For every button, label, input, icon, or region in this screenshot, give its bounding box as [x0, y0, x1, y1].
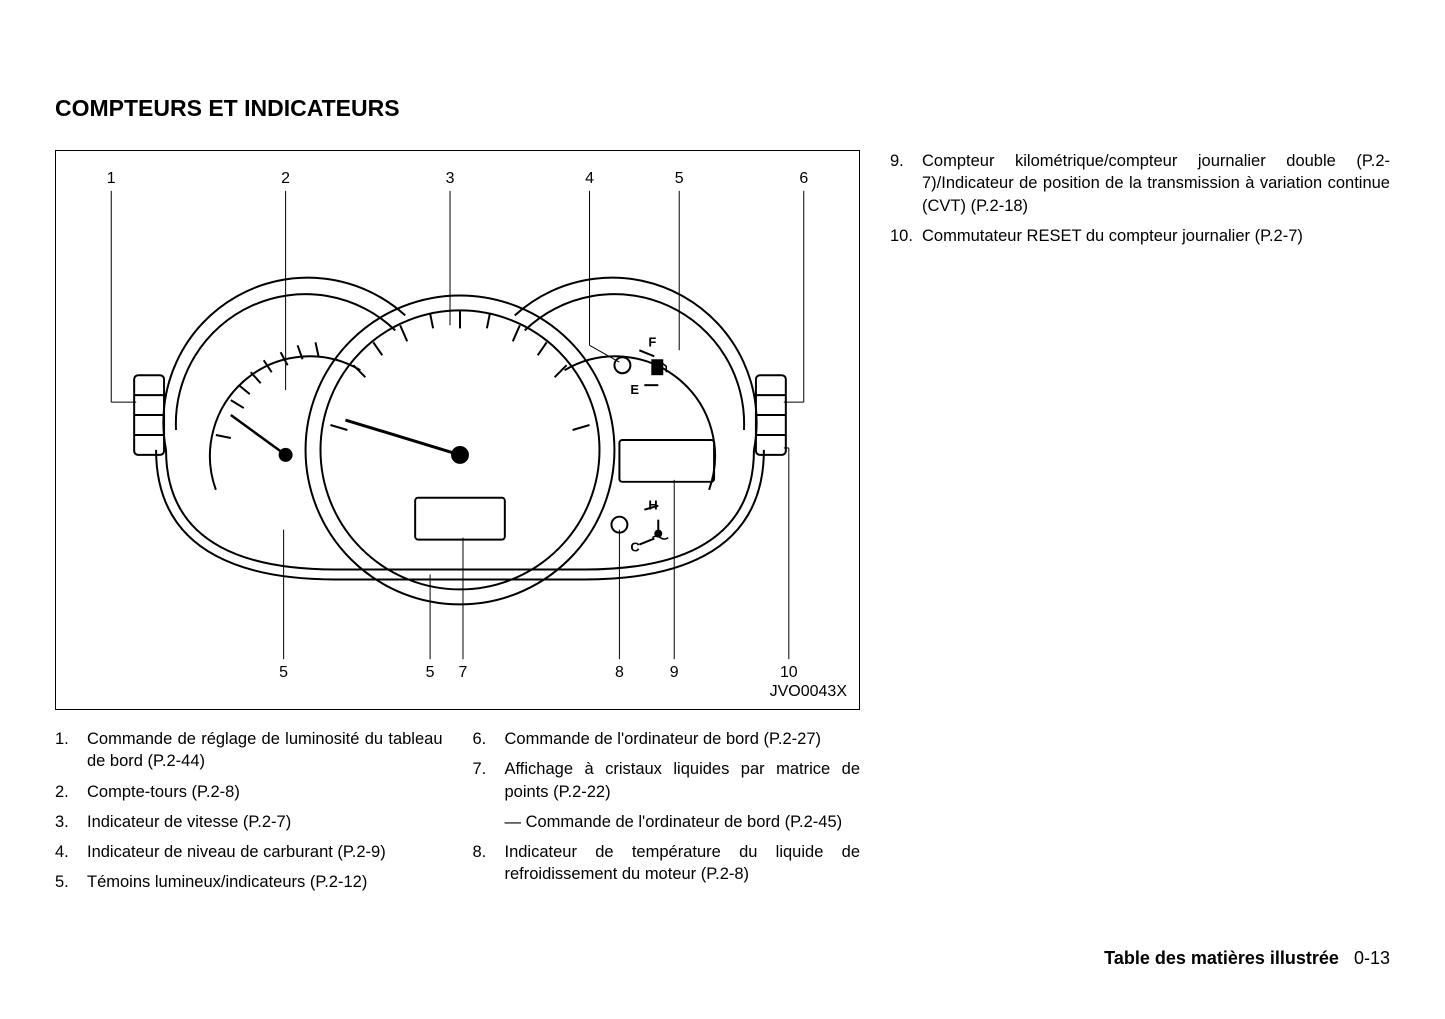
legend-text: Commande de réglage de luminosité du tab…: [87, 728, 443, 773]
legend-num: 9.: [890, 150, 922, 217]
callout-b6: 10: [780, 664, 798, 681]
legend-num: 6.: [473, 728, 505, 750]
diagram-id: JVO0043X: [770, 683, 847, 701]
callout-1: 1: [107, 170, 116, 187]
fuel-e: E: [630, 382, 639, 397]
legend-col-mid: 6.Commande de l'ordinateur de bord (P.2-…: [473, 728, 861, 902]
callout-b3: 7: [459, 664, 468, 681]
legend-item: 8.Indicateur de température du liquide d…: [473, 841, 861, 886]
callout-5: 5: [675, 170, 684, 187]
legend-num: 10.: [890, 225, 922, 247]
footer-section: Table des matières illustrée: [1104, 948, 1339, 968]
legend-text: Commutateur RESET du compteur journalier…: [922, 225, 1390, 247]
callout-2: 2: [281, 170, 290, 187]
callout-3: 3: [446, 170, 455, 187]
legend-num: [473, 811, 505, 833]
legend-text: Témoins lumineux/indicateurs (P.2-12): [87, 871, 443, 893]
legend-item: 6.Commande de l'ordinateur de bord (P.2-…: [473, 728, 861, 750]
footer-page: 0-13: [1354, 948, 1390, 968]
legend-item: — Commande de l'ordinateur de bord (P.2-…: [473, 811, 861, 833]
legend-item: 4.Indicateur de niveau de carburant (P.2…: [55, 841, 443, 863]
page-title: COMPTEURS ET INDICATEURS: [55, 95, 1390, 122]
legend-text: Commande de l'ordinateur de bord (P.2-27…: [505, 728, 861, 750]
legend-text: Indicateur de niveau de carburant (P.2-9…: [87, 841, 443, 863]
legend-text: Compteur kilométrique/compteur journalie…: [922, 150, 1390, 217]
left-column: 1 2 3 4 5 6 5 5 7 8 9 10 F: [55, 150, 860, 902]
legend-item: 5.Témoins lumineux/indicateurs (P.2-12): [55, 871, 443, 893]
callout-b2: 5: [426, 664, 435, 681]
fuel-f: F: [648, 334, 656, 349]
legend-text: Compte-tours (P.2-8): [87, 781, 443, 803]
legend-text: — Commande de l'ordinateur de bord (P.2-…: [505, 811, 861, 833]
legend-num: 5.: [55, 871, 87, 893]
right-column: 9.Compteur kilométrique/compteur journal…: [890, 150, 1390, 902]
page-footer: Table des matières illustrée 0-13: [1104, 948, 1390, 969]
legend-text: Indicateur de vitesse (P.2-7): [87, 811, 443, 833]
legend-item: 3.Indicateur de vitesse (P.2-7): [55, 811, 443, 833]
legend-col-left: 1.Commande de réglage de luminosité du t…: [55, 728, 443, 902]
callout-4: 4: [585, 170, 594, 187]
legend-num: 4.: [55, 841, 87, 863]
temp-c: C: [630, 540, 639, 555]
legend-item: 1.Commande de réglage de luminosité du t…: [55, 728, 443, 773]
legend-num: 2.: [55, 781, 87, 803]
callout-b5: 9: [670, 664, 679, 681]
legend-item: 9.Compteur kilométrique/compteur journal…: [890, 150, 1390, 217]
legend-num: 8.: [473, 841, 505, 886]
content-row: 1 2 3 4 5 6 5 5 7 8 9 10 F: [55, 150, 1390, 902]
legend-num: 3.: [55, 811, 87, 833]
legend-text: Indicateur de température du liquide de …: [505, 841, 861, 886]
temp-h: H: [648, 498, 657, 513]
legend-text: Affichage à cristaux liquides par matric…: [505, 758, 861, 803]
instrument-diagram: 1 2 3 4 5 6 5 5 7 8 9 10 F: [55, 150, 860, 710]
legend-columns: 1.Commande de réglage de luminosité du t…: [55, 728, 860, 902]
legend-item: 10.Commutateur RESET du compteur journal…: [890, 225, 1390, 247]
diagram-svg: 1 2 3 4 5 6 5 5 7 8 9 10 F: [56, 151, 859, 709]
callout-b1: 5: [279, 664, 288, 681]
callout-6: 6: [799, 170, 808, 187]
legend-item: 2.Compte-tours (P.2-8): [55, 781, 443, 803]
legend-item: 7.Affichage à cristaux liquides par matr…: [473, 758, 861, 803]
legend-num: 7.: [473, 758, 505, 803]
legend-num: 1.: [55, 728, 87, 773]
callout-b4: 8: [615, 664, 624, 681]
